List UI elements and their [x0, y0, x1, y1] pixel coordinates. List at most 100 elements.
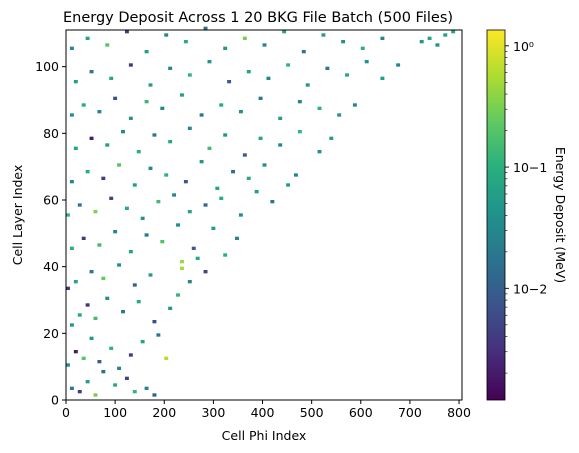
heatmap-cell [85, 303, 90, 307]
heatmap-cell [77, 203, 82, 207]
chart-title: Energy Deposit Across 1 20 BKG File Batc… [63, 10, 453, 26]
heatmap-cell [238, 110, 243, 114]
heatmap-cell [140, 340, 145, 344]
heatmap-cell [156, 333, 161, 337]
heatmap-cell [337, 113, 342, 117]
heatmap-cell [242, 36, 247, 40]
colorbar-tick-label: 10−2 [513, 281, 547, 296]
heatmap-cell [101, 176, 106, 180]
heatmap-cell [117, 263, 122, 267]
heatmap-cell [380, 36, 385, 40]
heatmap-cell [254, 190, 259, 194]
heatmap-cell [164, 356, 169, 360]
heatmap-cell [105, 143, 110, 147]
heatmap-cell [380, 76, 385, 80]
heatmap-cell [297, 130, 302, 134]
heatmap-cell [81, 103, 86, 107]
heatmap-cell [124, 376, 129, 380]
heatmap-cell [73, 146, 78, 150]
heatmap-cell [144, 100, 149, 104]
y-tick-label: 40 [43, 259, 59, 274]
heatmap-cell [246, 70, 251, 74]
heatmap-cell [164, 33, 169, 37]
heatmap-cell [219, 103, 224, 107]
heatmap-cell [128, 353, 133, 357]
heatmap-cell [69, 386, 74, 390]
heatmap-cell [329, 136, 334, 140]
heatmap-cell [183, 40, 188, 44]
heatmap-cell [77, 390, 82, 394]
heatmap-cell [419, 40, 424, 44]
heatmap-cell [124, 30, 129, 34]
heatmap-cell [317, 106, 322, 110]
heatmap-cell [69, 323, 74, 327]
heatmap-cell [183, 180, 188, 184]
heatmap-cell [427, 36, 432, 40]
heatmap-cell [85, 170, 90, 174]
heatmap-cell [191, 246, 196, 250]
heatmap-cell [297, 100, 302, 104]
heatmap-cell [435, 43, 440, 47]
heatmap-cell [81, 356, 86, 360]
heatmap-cell [152, 393, 157, 397]
heatmap-cell [223, 253, 228, 257]
heatmap-cell [69, 180, 74, 184]
heatmap-cell [187, 126, 192, 130]
heatmap-cell [187, 210, 192, 214]
heatmap-cell [132, 390, 137, 394]
heatmap-cell [148, 273, 153, 277]
heatmap-cell [227, 80, 232, 84]
y-tick-label: 80 [43, 126, 59, 141]
heatmap-cell [451, 30, 456, 34]
x-tick-label: 300 [201, 405, 225, 420]
heatmap-cell [101, 370, 106, 374]
heatmap-cell [305, 83, 310, 87]
x-tick-label: 700 [398, 405, 422, 420]
heatmap-cell [85, 380, 90, 384]
x-axis: 0 100 200 300 400 500 600 700 800 [62, 400, 471, 420]
heatmap-cell [187, 73, 192, 77]
heatmap-cell [136, 150, 141, 154]
heatmap-cell [89, 270, 94, 274]
heatmap-cell [121, 130, 125, 134]
heatmap-cell [179, 93, 184, 97]
heatmap-cell [215, 186, 220, 190]
y-axis-label: Cell Layer Index [10, 165, 25, 266]
heatmap-cell [144, 233, 149, 237]
heatmap-cell [270, 200, 275, 204]
heatmap-cell [156, 200, 161, 204]
heatmap-cell [140, 216, 145, 220]
heatmap-cell [238, 213, 243, 217]
heatmap-cell [113, 96, 118, 100]
heatmap-cell [89, 70, 94, 74]
y-tick-label: 60 [43, 193, 59, 208]
heatmap-cell [168, 306, 173, 310]
heatmap-cell [203, 26, 208, 30]
heatmap-cell [117, 366, 122, 370]
heatmap-cell [97, 243, 102, 247]
heatmap-cell [132, 283, 137, 287]
y-tick-label: 0 [51, 393, 59, 408]
heatmap-cell [160, 240, 165, 244]
heatmap-cell [207, 146, 212, 150]
heatmap-cell [136, 300, 141, 304]
heatmap-cell [223, 133, 228, 137]
heatmap-cell [235, 236, 239, 240]
heatmap-cell [148, 83, 153, 87]
heatmap-cell [144, 50, 149, 54]
heatmap-cell [73, 280, 78, 284]
x-tick-label: 500 [300, 405, 324, 420]
heatmap-cell [69, 246, 74, 250]
heatmap-cell [179, 260, 184, 264]
heatmap-cell [278, 143, 283, 147]
heatmap-cell [109, 76, 114, 80]
heatmap-cell [128, 116, 133, 120]
x-axis-label: Cell Phi Index [222, 428, 307, 443]
heatmap-cell [66, 213, 70, 217]
heatmap-cell [152, 133, 157, 137]
heatmap-cell [105, 296, 110, 300]
heatmap-cell [364, 60, 369, 64]
heatmap-cell [81, 236, 86, 240]
heatmap-cell [121, 310, 125, 314]
